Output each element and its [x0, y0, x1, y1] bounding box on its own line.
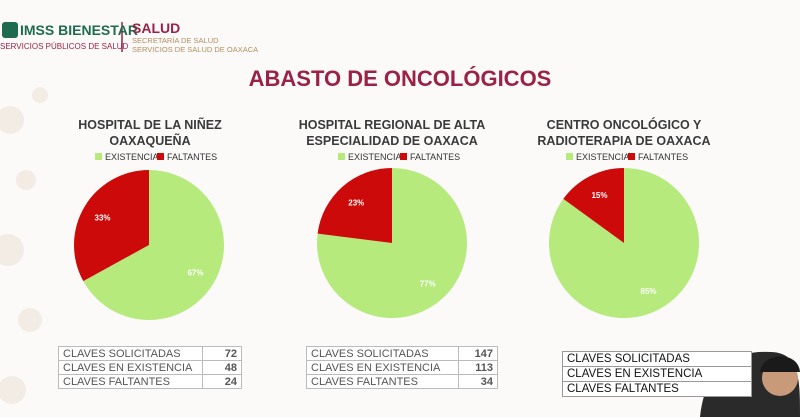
- legend-swatch: [95, 153, 102, 160]
- ministry-sub: SERVICIOS DE SALUD DE OAXACA: [132, 45, 259, 54]
- legend-label: FALTANTES: [638, 152, 688, 162]
- legend-swatch: [157, 153, 164, 160]
- table-cell: 72: [202, 346, 242, 361]
- table-cell: CLAVES EN EXISTENCIA: [562, 366, 752, 382]
- table-cell: CLAVES FALTANTES: [562, 381, 752, 397]
- table-cell: 113: [458, 360, 498, 375]
- brand-sub: SERVICIOS PÚBLICOS DE SALUD: [0, 42, 129, 51]
- slice-label: 67%: [187, 268, 203, 277]
- table-cell: CLAVES SOLICITADAS: [58, 346, 203, 361]
- slice-label: 85%: [641, 287, 657, 296]
- slice-label: 15%: [591, 191, 607, 200]
- slice-label: 33%: [95, 214, 111, 223]
- slide-title: ABASTO DE ONCOLÓGICOS: [248, 66, 552, 91]
- legend-label: FALTANTES: [167, 152, 217, 162]
- table-cell: CLAVES FALTANTES: [306, 374, 459, 389]
- chart-title: HOSPITAL REGIONAL DE ALTA ESPECIALIDAD D…: [298, 118, 486, 148]
- table-cell: 48: [202, 360, 242, 375]
- ministry: SALUD: [132, 20, 181, 36]
- table-cell: CLAVES EN EXISTENCIA: [306, 360, 459, 375]
- pie-slice: [563, 168, 624, 243]
- table-row: CLAVES FALTANTES 34: [306, 374, 498, 389]
- legend-swatch: [338, 153, 345, 160]
- legend-label: EXISTENCIA: [576, 152, 630, 162]
- table: CLAVES SOLICITADAS 147 CLAVES EN EXISTENCI…: [306, 346, 498, 389]
- legend-swatch: [628, 153, 635, 160]
- legend-label: FALTANTES: [410, 152, 460, 162]
- table-cell: CLAVES SOLICITADAS: [562, 351, 752, 367]
- chart-title: CENTRO ONCOLÓGICO Y RADIOTERAPIA DE OAXA…: [537, 118, 711, 148]
- legend-label: EXISTENCIA: [105, 152, 159, 162]
- pie-slice: [317, 168, 392, 243]
- table-cell: CLAVES EN EXISTENCIA: [58, 360, 203, 375]
- table-row: CLAVES FALTANTES: [562, 381, 752, 397]
- table-row: CLAVES FALTANTES 24: [58, 374, 242, 389]
- table-cell: 147: [458, 346, 498, 361]
- legend-swatch: [566, 153, 573, 160]
- slice-label: 23%: [348, 198, 364, 207]
- table-row: CLAVES EN EXISTENCIA: [562, 366, 752, 382]
- pie-slice: [83, 170, 225, 321]
- ministry-sub: SECRETARÍA DE SALUD: [132, 36, 219, 45]
- chart-title: HOSPITAL DE LA NIÑEZ OAXAQUEÑA: [78, 118, 222, 148]
- legend-label: EXISTENCIA: [348, 152, 402, 162]
- legend-swatch: [400, 153, 407, 160]
- brand: IMSS BIENESTAR: [20, 22, 138, 38]
- table-cell: 34: [458, 374, 498, 389]
- table-row: CLAVES SOLICITADAS: [562, 351, 752, 367]
- pie-slice: [73, 170, 149, 282]
- table: CLAVES SOLICITADAS CLAVES EN EXISTENCIA CL…: [562, 351, 752, 397]
- table-row: CLAVES SOLICITADAS 72: [58, 346, 242, 361]
- table-cell: CLAVES FALTANTES: [58, 374, 203, 389]
- slice-label: 77%: [420, 280, 436, 289]
- table-row: CLAVES EN EXISTENCIA 48: [58, 360, 242, 375]
- table-cell: 24: [202, 374, 242, 389]
- table-cell: CLAVES SOLICITADAS: [306, 346, 459, 361]
- table-row: CLAVES EN EXISTENCIA 113: [306, 360, 498, 375]
- table: CLAVES SOLICITADAS 72 CLAVES EN EXISTENCIA…: [58, 346, 242, 389]
- table-row: CLAVES SOLICITADAS 147: [306, 346, 498, 361]
